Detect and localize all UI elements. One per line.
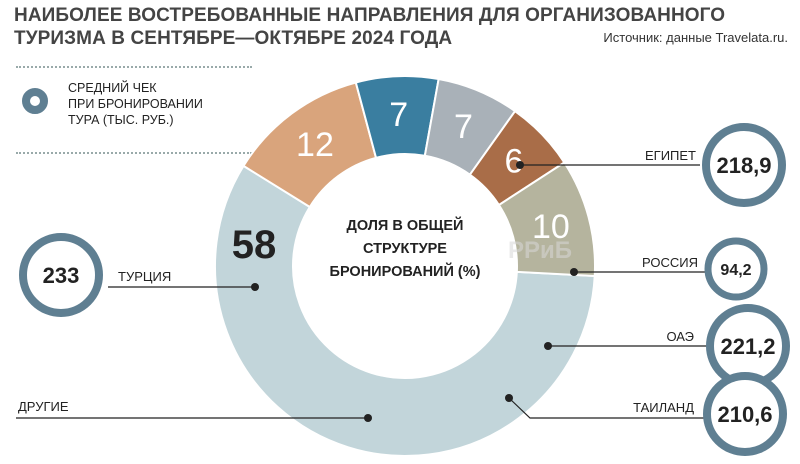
check-ring-3 xyxy=(704,237,768,301)
center-label-line-2: СТРУКТУРЕ xyxy=(363,241,447,257)
legend-ring-icon xyxy=(22,88,48,114)
check-value-4: 221,2 xyxy=(720,334,775,359)
check-value-1: 233 xyxy=(43,263,80,288)
chart-title-line-1: НАИБОЛЕЕ ВОСТРЕБОВАННЫЕ НАПРАВЛЕНИЯ ДЛЯ … xyxy=(14,5,726,26)
leader-dot-3 xyxy=(570,268,578,276)
slice-value-4: 7 xyxy=(454,108,473,146)
legend-line-2: ПРИ БРОНИРОВАНИИ xyxy=(68,97,203,111)
leader-dot-6 xyxy=(364,414,372,422)
slice-value-5: 6 xyxy=(505,142,524,180)
category-label-5: ТАИЛАНД xyxy=(633,400,694,415)
leader-dot-4 xyxy=(544,342,552,350)
category-label-4: ОАЭ xyxy=(666,329,694,344)
check-ring-2 xyxy=(702,123,786,207)
center-label-line-3: БРОНИРОВАНИЙ (%) xyxy=(330,262,481,280)
check-value-2: 218,9 xyxy=(716,153,771,178)
leader-line-5 xyxy=(508,397,707,419)
check-ring-1 xyxy=(19,233,103,317)
category-label-2: ЕГИПЕТ xyxy=(645,148,696,163)
donut-slice-6 xyxy=(497,161,596,277)
legend: СРЕДНИЙ ЧЕК ПРИ БРОНИРОВАНИИ ТУРА (ТЫС. … xyxy=(16,66,252,154)
source-note: Источник: данные Travelata.ru. xyxy=(603,30,788,45)
check-value-5: 210,6 xyxy=(717,402,772,427)
check-ring-5 xyxy=(703,372,787,456)
donut-slice-1 xyxy=(214,164,596,457)
category-label-3: РОССИЯ xyxy=(642,255,698,270)
slice-value-3: 7 xyxy=(389,96,408,134)
leader-dot-2 xyxy=(516,161,524,169)
legend-text: СРЕДНИЙ ЧЕК ПРИ БРОНИРОВАНИИ ТУРА (ТЫС. … xyxy=(68,80,203,128)
slice-value-1: 58 xyxy=(232,223,277,267)
slice-value-2: 12 xyxy=(296,126,334,164)
chart-title-line-2: ТУРИЗМА В СЕНТЯБРЕ—ОКТЯБРЕ 2024 ГОДА xyxy=(14,28,453,49)
leader-dot-1 xyxy=(251,283,259,291)
legend-line-3: ТУРА (ТЫС. РУБ.) xyxy=(68,113,174,127)
slice-value-6: 10 xyxy=(532,208,570,246)
center-label-line-1: ДОЛЯ В ОБЩЕЙ xyxy=(347,216,464,234)
leader-dot-5 xyxy=(505,394,513,402)
category-label-1: ТУРЦИЯ xyxy=(118,269,171,284)
watermark: РРиБ xyxy=(508,237,572,264)
chart-title: НАИБОЛЕЕ ВОСТРЕБОВАННЫЕ НАПРАВЛЕНИЯ ДЛЯ … xyxy=(14,4,725,50)
legend-line-1: СРЕДНИЙ ЧЕК xyxy=(68,81,157,95)
category-label-6: ДРУГИЕ xyxy=(18,399,69,414)
check-value-3: 94,2 xyxy=(720,262,751,279)
